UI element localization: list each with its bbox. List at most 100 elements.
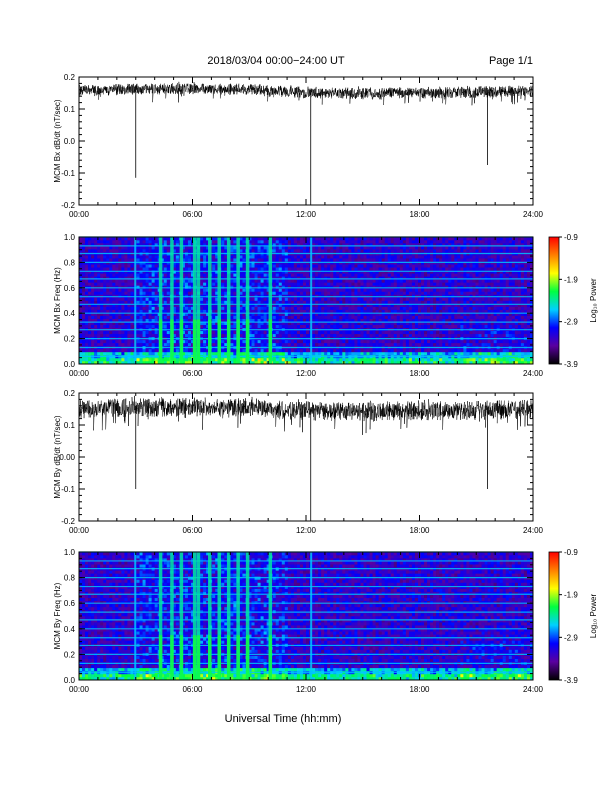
heatmap-cell [139,276,143,280]
heatmap-cell [190,315,195,319]
heatmap-cell [109,270,113,274]
heatmap-cell [318,243,322,247]
heatmap-cell [315,237,319,241]
heatmap-cell [284,282,289,286]
heatmap-cell [151,339,155,344]
heatmap-cell [100,285,104,289]
heatmap-cell [190,249,195,253]
heatmap-cell [154,351,158,356]
heatmap-cell [97,300,101,304]
heatmap-cell [254,309,258,313]
heatmap-cell [190,258,195,262]
heatmap-cell [260,360,264,365]
heatmap-cell [112,315,116,319]
heatmap-cell [233,297,237,301]
heatmap-cell [414,276,419,280]
heatmap-cell [175,300,180,304]
heatmap-cell [263,360,267,365]
heatmap-cell [254,333,258,338]
heatmap-cell [115,333,119,338]
heatmap-cell [396,312,401,316]
heatmap-cell [381,297,385,301]
heatmap-cell [85,285,89,289]
heatmap-cell [257,315,261,319]
heatmap-cell [348,243,352,247]
heatmap-cell [402,321,407,325]
heatmap-cell [275,267,280,271]
heatmap-cell [393,297,398,301]
heatmap-cell [387,279,392,283]
heatmap-cell [360,270,364,274]
heatmap-cell [387,357,392,362]
heatmap-cell [321,303,325,307]
heatmap-cell [94,318,98,322]
heatmap-cell [154,240,158,244]
heatmap-cell [257,342,261,347]
heatmap-cell [342,303,346,307]
heatmap-cell [306,285,310,289]
heatmap-cell [417,267,422,271]
heatmap-cell [112,282,116,286]
heatmap-cell [345,309,349,313]
heatmap-cell [315,267,319,271]
heatmap-cell [248,360,252,365]
heatmap-cell [354,306,358,310]
heatmap-cell [145,342,149,347]
heatmap-cell [402,306,407,310]
panel-2: 00:00 06:00 12:00 18:00 24:001.00.80.60.40.2… [53,233,544,378]
heatmap-cell [166,318,171,322]
heatmap-cell [384,330,389,335]
heatmap-cell [278,285,283,289]
heatmap-cell [348,357,352,362]
heatmap-cell [115,270,119,274]
heatmap-cell [366,330,370,335]
heatmap-cell [330,288,334,292]
heatmap-cell [145,276,149,280]
heatmap-cell [175,282,180,286]
heatmap-cell [175,246,180,250]
heatmap-cell [399,300,404,304]
heatmap-cell [360,321,364,325]
heatmap-cell [172,285,177,289]
heatmap-cell [411,267,416,271]
heatmap-cell [345,249,349,253]
heatmap-cell [248,348,252,353]
heatmap-cell [248,321,252,325]
heatmap-cell [272,279,277,283]
heatmap-cell [187,351,192,356]
heatmap-cell [200,240,204,244]
heatmap-cell [284,243,289,247]
heatmap-cell [166,279,171,283]
heatmap-cell [363,306,367,310]
heatmap-cell [345,291,349,295]
heatmap-cell [139,342,143,347]
heatmap-cell [166,291,171,295]
heatmap-cell [85,255,89,259]
heatmap-cell [369,309,373,313]
heatmap-cell [254,315,258,319]
heatmap-cell [333,291,337,295]
heatmap-cell [327,312,331,316]
heatmap-cell [251,267,255,271]
heatmap-cell [221,258,225,262]
heatmap-cell [312,357,316,362]
heatmap-cell [393,246,398,250]
heatmap-cell [336,270,340,274]
heatmap-cell [82,348,86,353]
heatmap-cell [281,240,286,244]
heatmap-cell [411,315,416,319]
heatmap-cell [121,237,125,241]
heatmap-cell [290,339,295,344]
heatmap-cell [402,288,407,292]
heatmap-cell [421,288,425,292]
heatmap-cell [103,264,107,268]
heatmap-cell [293,249,298,253]
heatmap-cell [275,348,280,353]
heatmap-cell [281,270,286,274]
heatmap-cell [327,279,331,283]
heatmap-cell [306,267,310,271]
heatmap-cell [136,342,140,347]
heatmap-cell [399,276,404,280]
heatmap-cell [351,357,355,362]
heatmap-cell [405,339,410,344]
